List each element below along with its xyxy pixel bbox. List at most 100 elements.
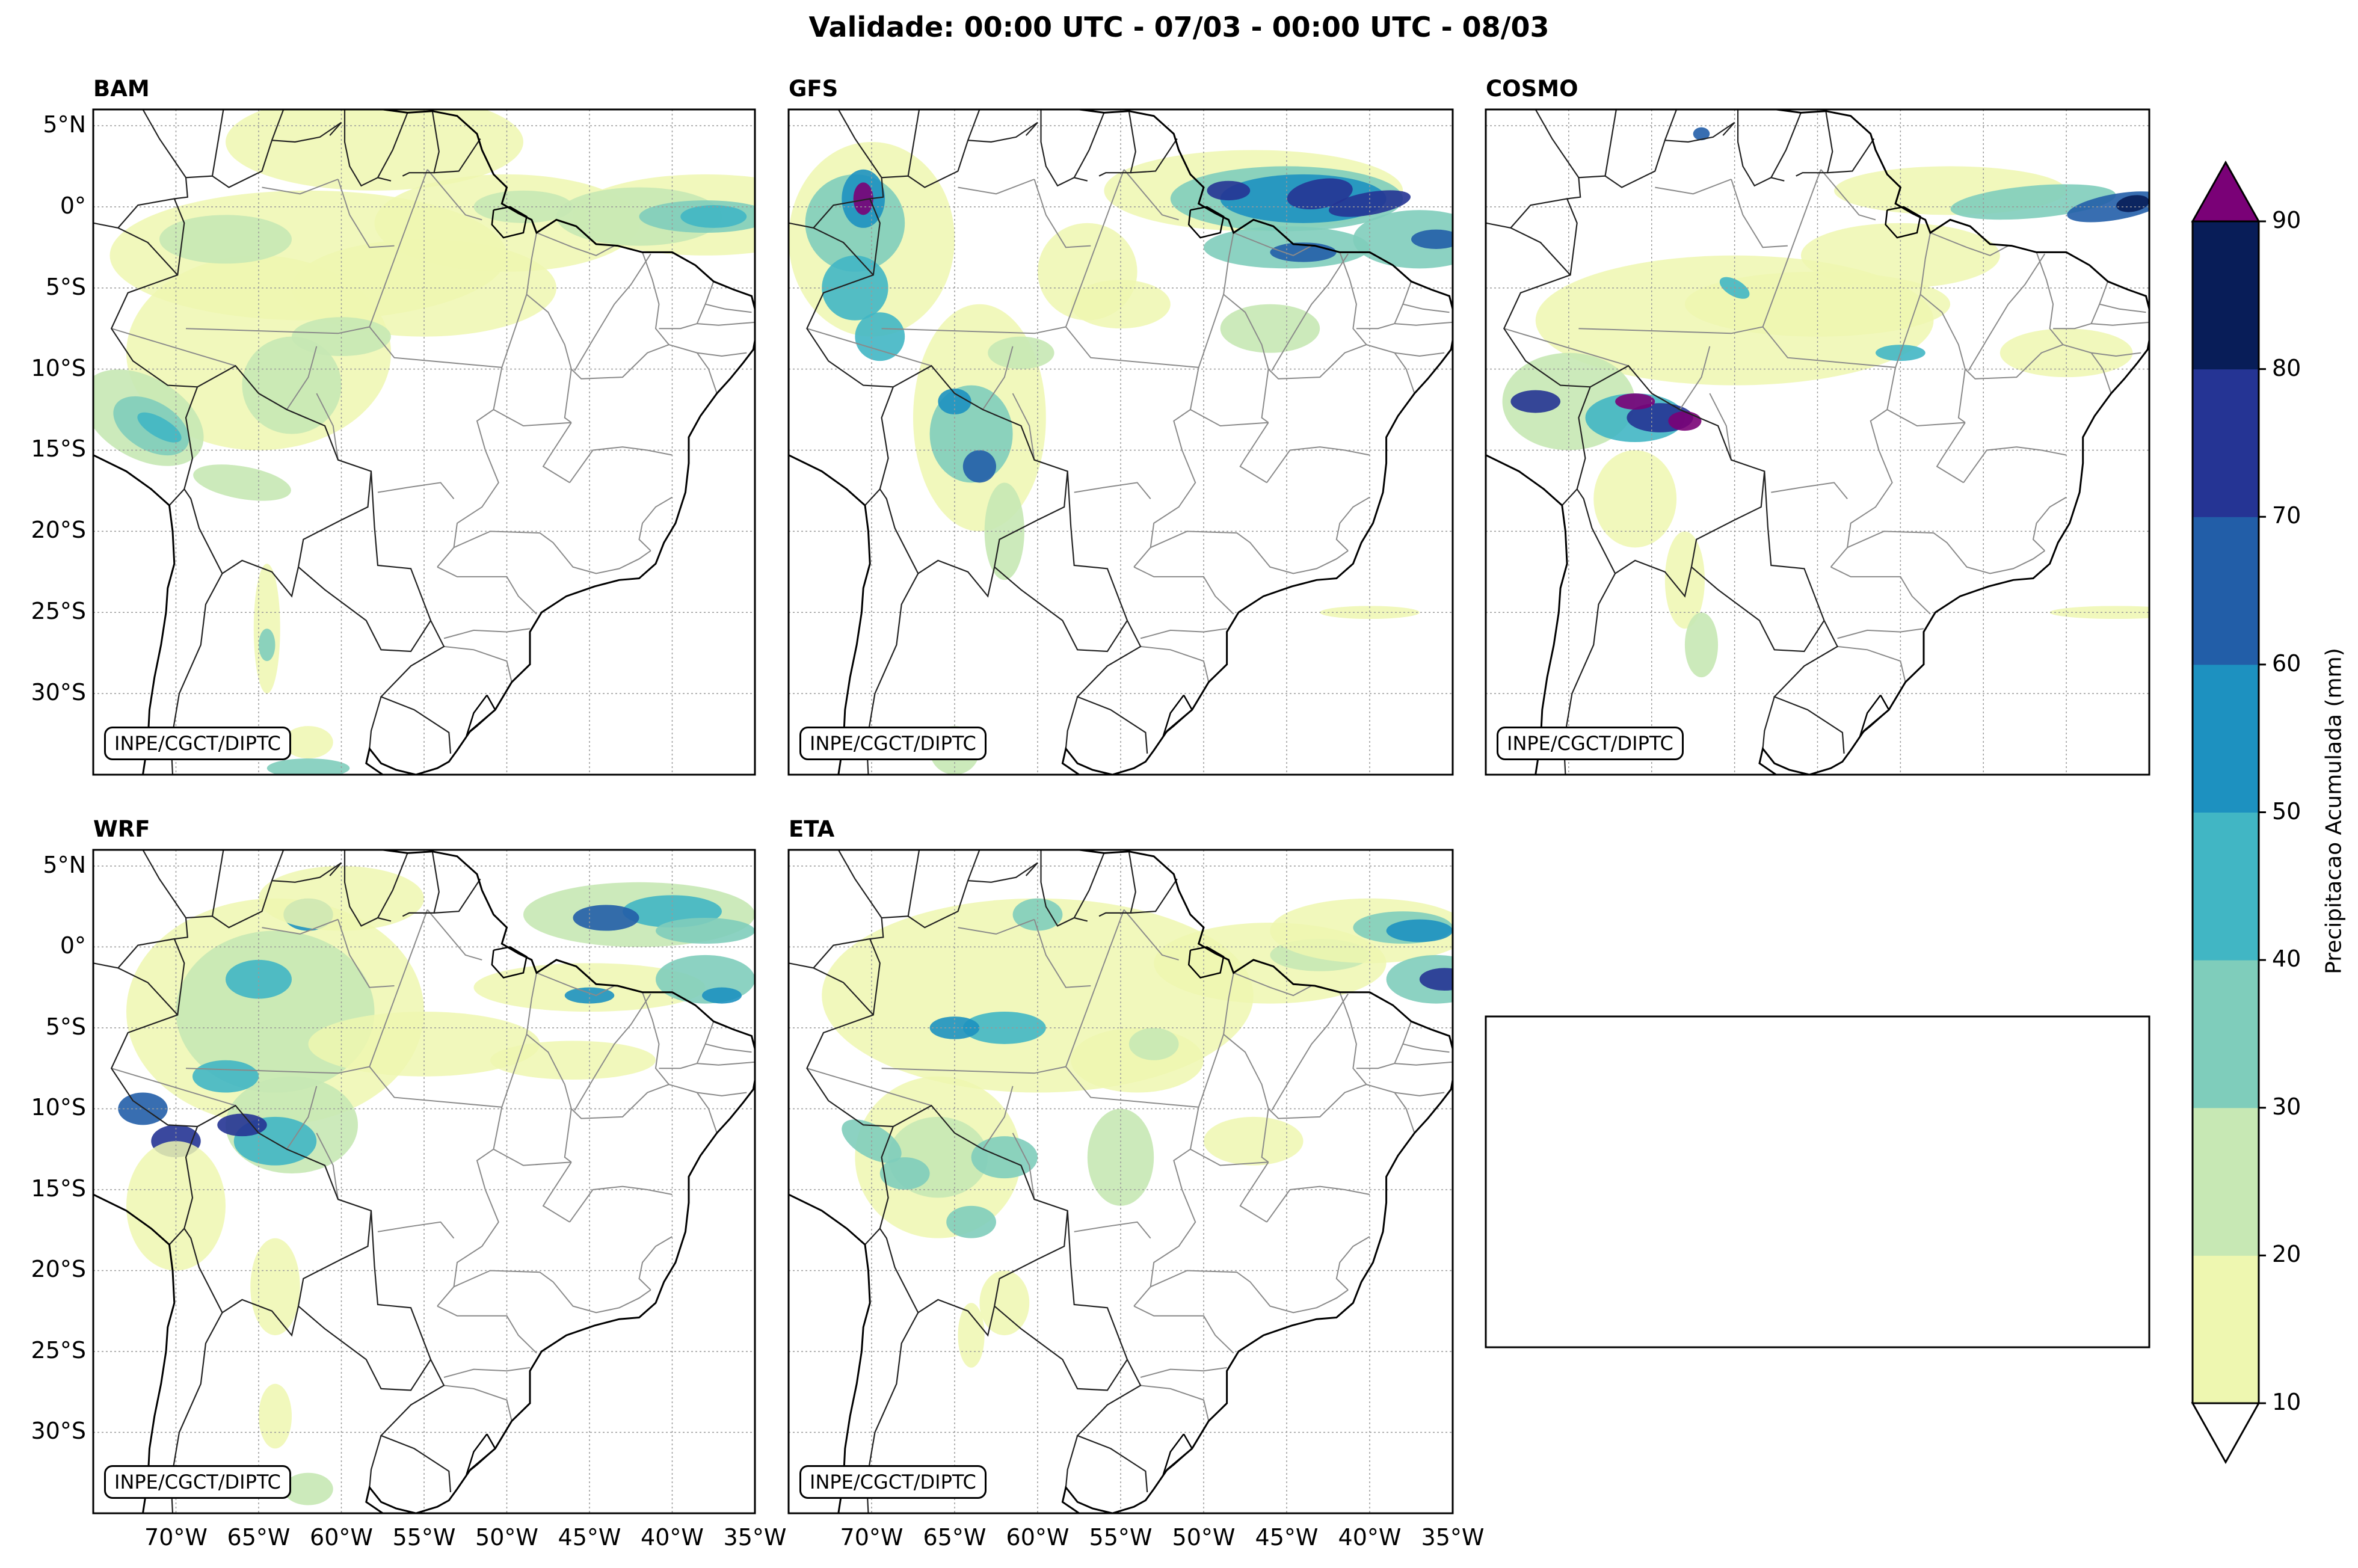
colorbar-tick-label: 60 [2272,650,2301,677]
national-border [1722,121,1735,136]
lon-tick-label: 70°W [144,1524,208,1551]
state-border [2063,344,2141,357]
lat-tick-label: 10°S [31,354,86,381]
state-border [1266,1185,1370,1223]
state-border [1012,1133,1035,1200]
state-border [1886,409,1965,427]
national-border [211,850,224,917]
state-border [1033,179,1091,248]
lon-tick-label: 35°W [723,1524,787,1551]
state-border [1140,1385,1210,1421]
lagoon-outline [1162,1433,1193,1475]
national-border [1604,109,1618,176]
national-border [377,112,408,182]
panel-title: WRF [93,816,150,842]
pacific-coastline [93,1193,176,1513]
brazil-border [1503,121,1845,754]
state-border [1504,328,1629,367]
precip-cell [1353,210,1453,269]
precip-cell [979,1270,1030,1336]
state-border [1936,422,1966,484]
precip-cell [159,215,292,264]
precip-cell [1128,1027,1179,1060]
graticule [1486,109,2149,775]
state-border [696,352,718,394]
national-border [183,386,372,598]
colorbar-segment [2193,369,2259,517]
lat-tick-label: 5°N [43,111,86,138]
national-border [1073,852,1105,922]
precip-cell [1999,328,2133,378]
precip-cell [283,726,333,759]
lon-tick-label: 40°W [641,1524,704,1551]
colorbar-label: Precipitacao Acumulada (mm) [2321,648,2347,974]
national-border [967,109,980,141]
colorbar-segment [2193,960,2259,1108]
state-border [337,179,395,248]
precip-cell [1287,178,1353,210]
state-border [111,1068,236,1107]
state-border [1402,303,1450,313]
panel-title: ETA [789,816,835,842]
national-border [1040,850,1075,927]
state-border [1930,232,2009,256]
state-border [526,1033,572,1163]
national-border [434,878,481,914]
state-border [1133,1305,1234,1354]
state-border [705,303,752,313]
state-border [437,367,503,568]
state-border [1335,496,1370,552]
precip-cell [242,336,342,434]
state-border [1394,352,1415,394]
colorbar-tick-label: 30 [2272,1093,2301,1120]
colorbar-tick-label: 20 [2272,1241,2301,1268]
national-border [813,198,870,229]
lagoon-outline [466,695,496,737]
national-border [1535,109,1580,178]
state-border [1820,169,1876,221]
state-border [426,169,482,221]
state-border [1198,232,1234,368]
state-border [377,482,455,500]
national-border [369,1435,382,1488]
national-border [1664,109,1678,141]
precip-cell [259,629,276,662]
precipitation-field [822,898,1453,1368]
precip-cell [1693,127,1710,141]
island-outline [491,946,528,979]
state-border [1271,253,1349,371]
national-border [1130,878,1178,914]
state-border [377,1221,455,1239]
lat-tick-label: 0° [60,932,86,959]
state-border [569,1185,673,1223]
precip-cell [1207,180,1251,201]
colorbar [2191,160,2266,1465]
precip-cell [1419,968,1453,991]
national-border [864,488,881,506]
precip-cell [126,1141,226,1271]
island-outline [491,206,528,239]
state-border [1830,367,1897,568]
brazil-border [110,862,452,1493]
national-border [864,1228,881,1246]
state-border [493,409,571,427]
state-border [536,972,615,997]
national-border [1561,488,1578,506]
precip-cell [1664,531,1705,629]
state-border [1150,530,1349,574]
state-border [1190,1148,1269,1166]
brazil-border [806,862,1148,1493]
national-border [329,121,342,136]
lat-tick-label: 30°S [31,1418,86,1445]
graticule [93,109,755,775]
precip-cell [1593,450,1677,548]
map-panel-3 [93,850,755,1513]
lon-tick-label: 55°W [392,1524,456,1551]
national-border [994,566,1128,653]
state-border [1074,1221,1151,1239]
pacific-coastline [789,454,871,775]
national-border [1073,112,1105,182]
lon-tick-label: 60°W [310,1524,373,1551]
